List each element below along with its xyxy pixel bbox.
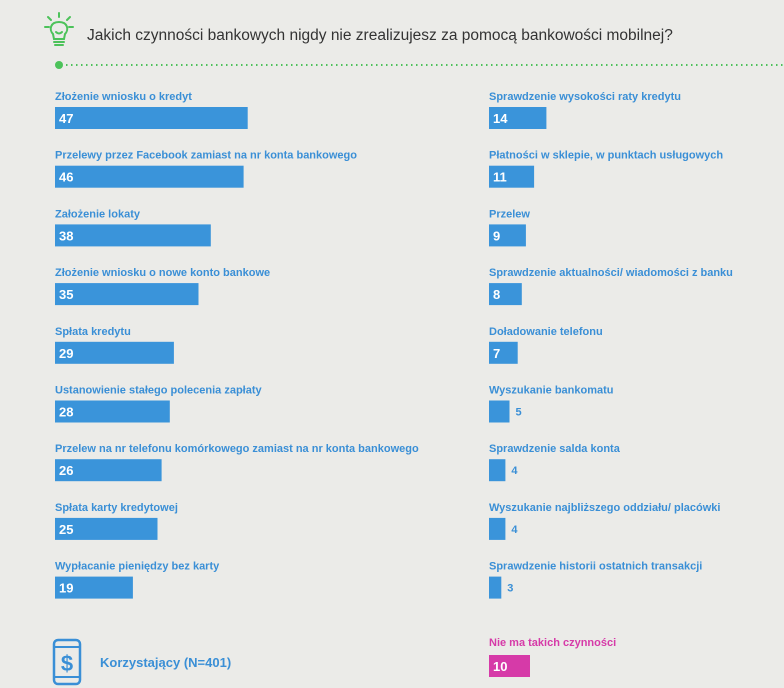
category-label: Sprawdzenie wysokości raty kredytu — [489, 91, 681, 103]
bar — [489, 341, 518, 364]
bar — [55, 341, 174, 364]
category-label: Przelewy przez Facebook zamiast na nr ko… — [55, 150, 357, 162]
bar — [55, 400, 170, 423]
value-label: 9 — [493, 228, 500, 243]
bar — [55, 576, 133, 599]
value-label: 14 — [493, 111, 508, 126]
bar — [489, 283, 522, 306]
dotted-divider — [55, 61, 784, 69]
value-label: 3 — [507, 583, 513, 595]
value-label: 35 — [59, 287, 73, 302]
bar — [489, 400, 510, 423]
category-label: Doładowanie telefonu — [489, 326, 603, 338]
lightbulb-icon — [44, 12, 74, 46]
category-label: Sprawdzenie aktualności/ wiadomości z ba… — [489, 267, 733, 279]
bar — [489, 655, 530, 677]
value-label: 8 — [493, 287, 500, 302]
bar — [55, 283, 199, 306]
value-label: 10 — [493, 659, 507, 674]
category-label: Złożenie wniosku o kredyt — [55, 91, 192, 103]
smartphone-dollar-icon: $ — [52, 638, 82, 686]
bar — [489, 576, 502, 599]
bar — [55, 459, 162, 482]
category-label: Przelew na nr telefonu komórkowego zamia… — [55, 443, 419, 455]
category-label: Przelew — [489, 208, 530, 220]
category-label: Ustanowienie stałego polecenia zapłaty — [55, 385, 262, 397]
value-label: 29 — [59, 346, 73, 361]
value-label: 7 — [493, 346, 500, 361]
svg-text:$: $ — [61, 651, 73, 676]
category-label: Wyszukanie najbliższego oddziału/ placów… — [489, 502, 720, 514]
value-label: 19 — [59, 581, 73, 596]
bar — [55, 107, 248, 129]
bar — [489, 459, 506, 482]
bar — [55, 224, 211, 247]
category-label: Wyszukanie bankomatu — [489, 385, 614, 397]
bar — [489, 107, 547, 129]
sample-size-label: Korzystający (N=401) — [100, 655, 232, 670]
bar — [55, 165, 244, 188]
value-label: 5 — [516, 407, 522, 419]
value-label: 38 — [59, 228, 73, 243]
value-label: 11 — [493, 170, 507, 185]
category-label: Sprawdzenie salda konta — [489, 443, 621, 455]
bar — [489, 165, 535, 188]
chart-title: Jakich czynności bankowych nigdy nie zre… — [87, 27, 673, 44]
category-label: Nie ma takich czynności — [489, 637, 616, 649]
value-label: 4 — [511, 465, 518, 477]
header: Jakich czynności bankowych nigdy nie zre… — [0, 0, 784, 72]
category-label: Spłata karty kredytowej — [55, 502, 178, 514]
category-label: Sprawdzenie historii ostatnich transakcj… — [489, 561, 702, 573]
bar — [489, 224, 526, 247]
value-label: 4 — [511, 524, 518, 536]
value-label: 28 — [59, 405, 73, 420]
category-label: Wypłacanie pieniędzy bez karty — [55, 561, 220, 573]
value-label: 47 — [59, 111, 73, 126]
category-label: Założenie lokaty — [55, 208, 141, 220]
value-label: 25 — [59, 522, 73, 537]
bar — [55, 517, 158, 540]
category-label: Płatności w sklepie, w punktach usługowy… — [489, 150, 723, 162]
value-label: 46 — [59, 170, 73, 185]
category-label: Złożenie wniosku o nowe konto bankowe — [55, 267, 270, 279]
category-label: Spłata kredytu — [55, 326, 131, 338]
value-label: 26 — [59, 463, 73, 478]
bar — [489, 517, 506, 540]
